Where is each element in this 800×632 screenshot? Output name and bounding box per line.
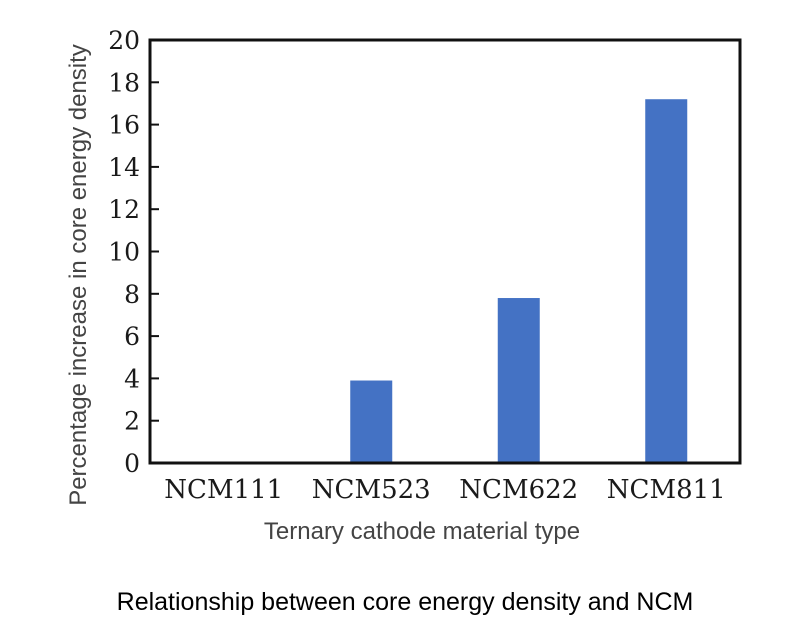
y-axis: 0 2 4 6 8 10 12 14 16 18 20: [108, 26, 159, 478]
y-tick-label: 8: [124, 280, 140, 309]
figure-caption: Relationship between core energy density…: [117, 588, 694, 616]
y-tick-label: 12: [108, 195, 140, 224]
y-tick-label: 10: [108, 238, 140, 267]
y-tick-label: 6: [124, 322, 140, 351]
y-tick-label: 16: [108, 111, 140, 140]
y-tick-label: 0: [124, 449, 140, 478]
bars-layer: [350, 99, 688, 463]
x-tick-label: NCM811: [607, 475, 726, 505]
x-axis-label: Ternary cathode material type: [264, 518, 580, 545]
bar-ncm523: [350, 380, 393, 463]
y-tick-label: 4: [124, 364, 140, 393]
y-tick-label: 20: [108, 26, 140, 55]
y-tick-label: 18: [108, 68, 140, 97]
x-tick-label: NCM622: [459, 475, 578, 505]
x-tick-label: NCM111: [164, 475, 283, 505]
x-axis: NCM111 NCM523 NCM622 NCM811: [164, 475, 725, 505]
x-tick-label: NCM523: [312, 475, 431, 505]
bar-ncm811: [645, 99, 688, 463]
y-tick-label: 14: [108, 153, 140, 182]
y-tick-label: 2: [124, 407, 140, 436]
y-axis-label: Percentage increase in core energy densi…: [65, 44, 92, 506]
bar-ncm622: [497, 298, 540, 463]
